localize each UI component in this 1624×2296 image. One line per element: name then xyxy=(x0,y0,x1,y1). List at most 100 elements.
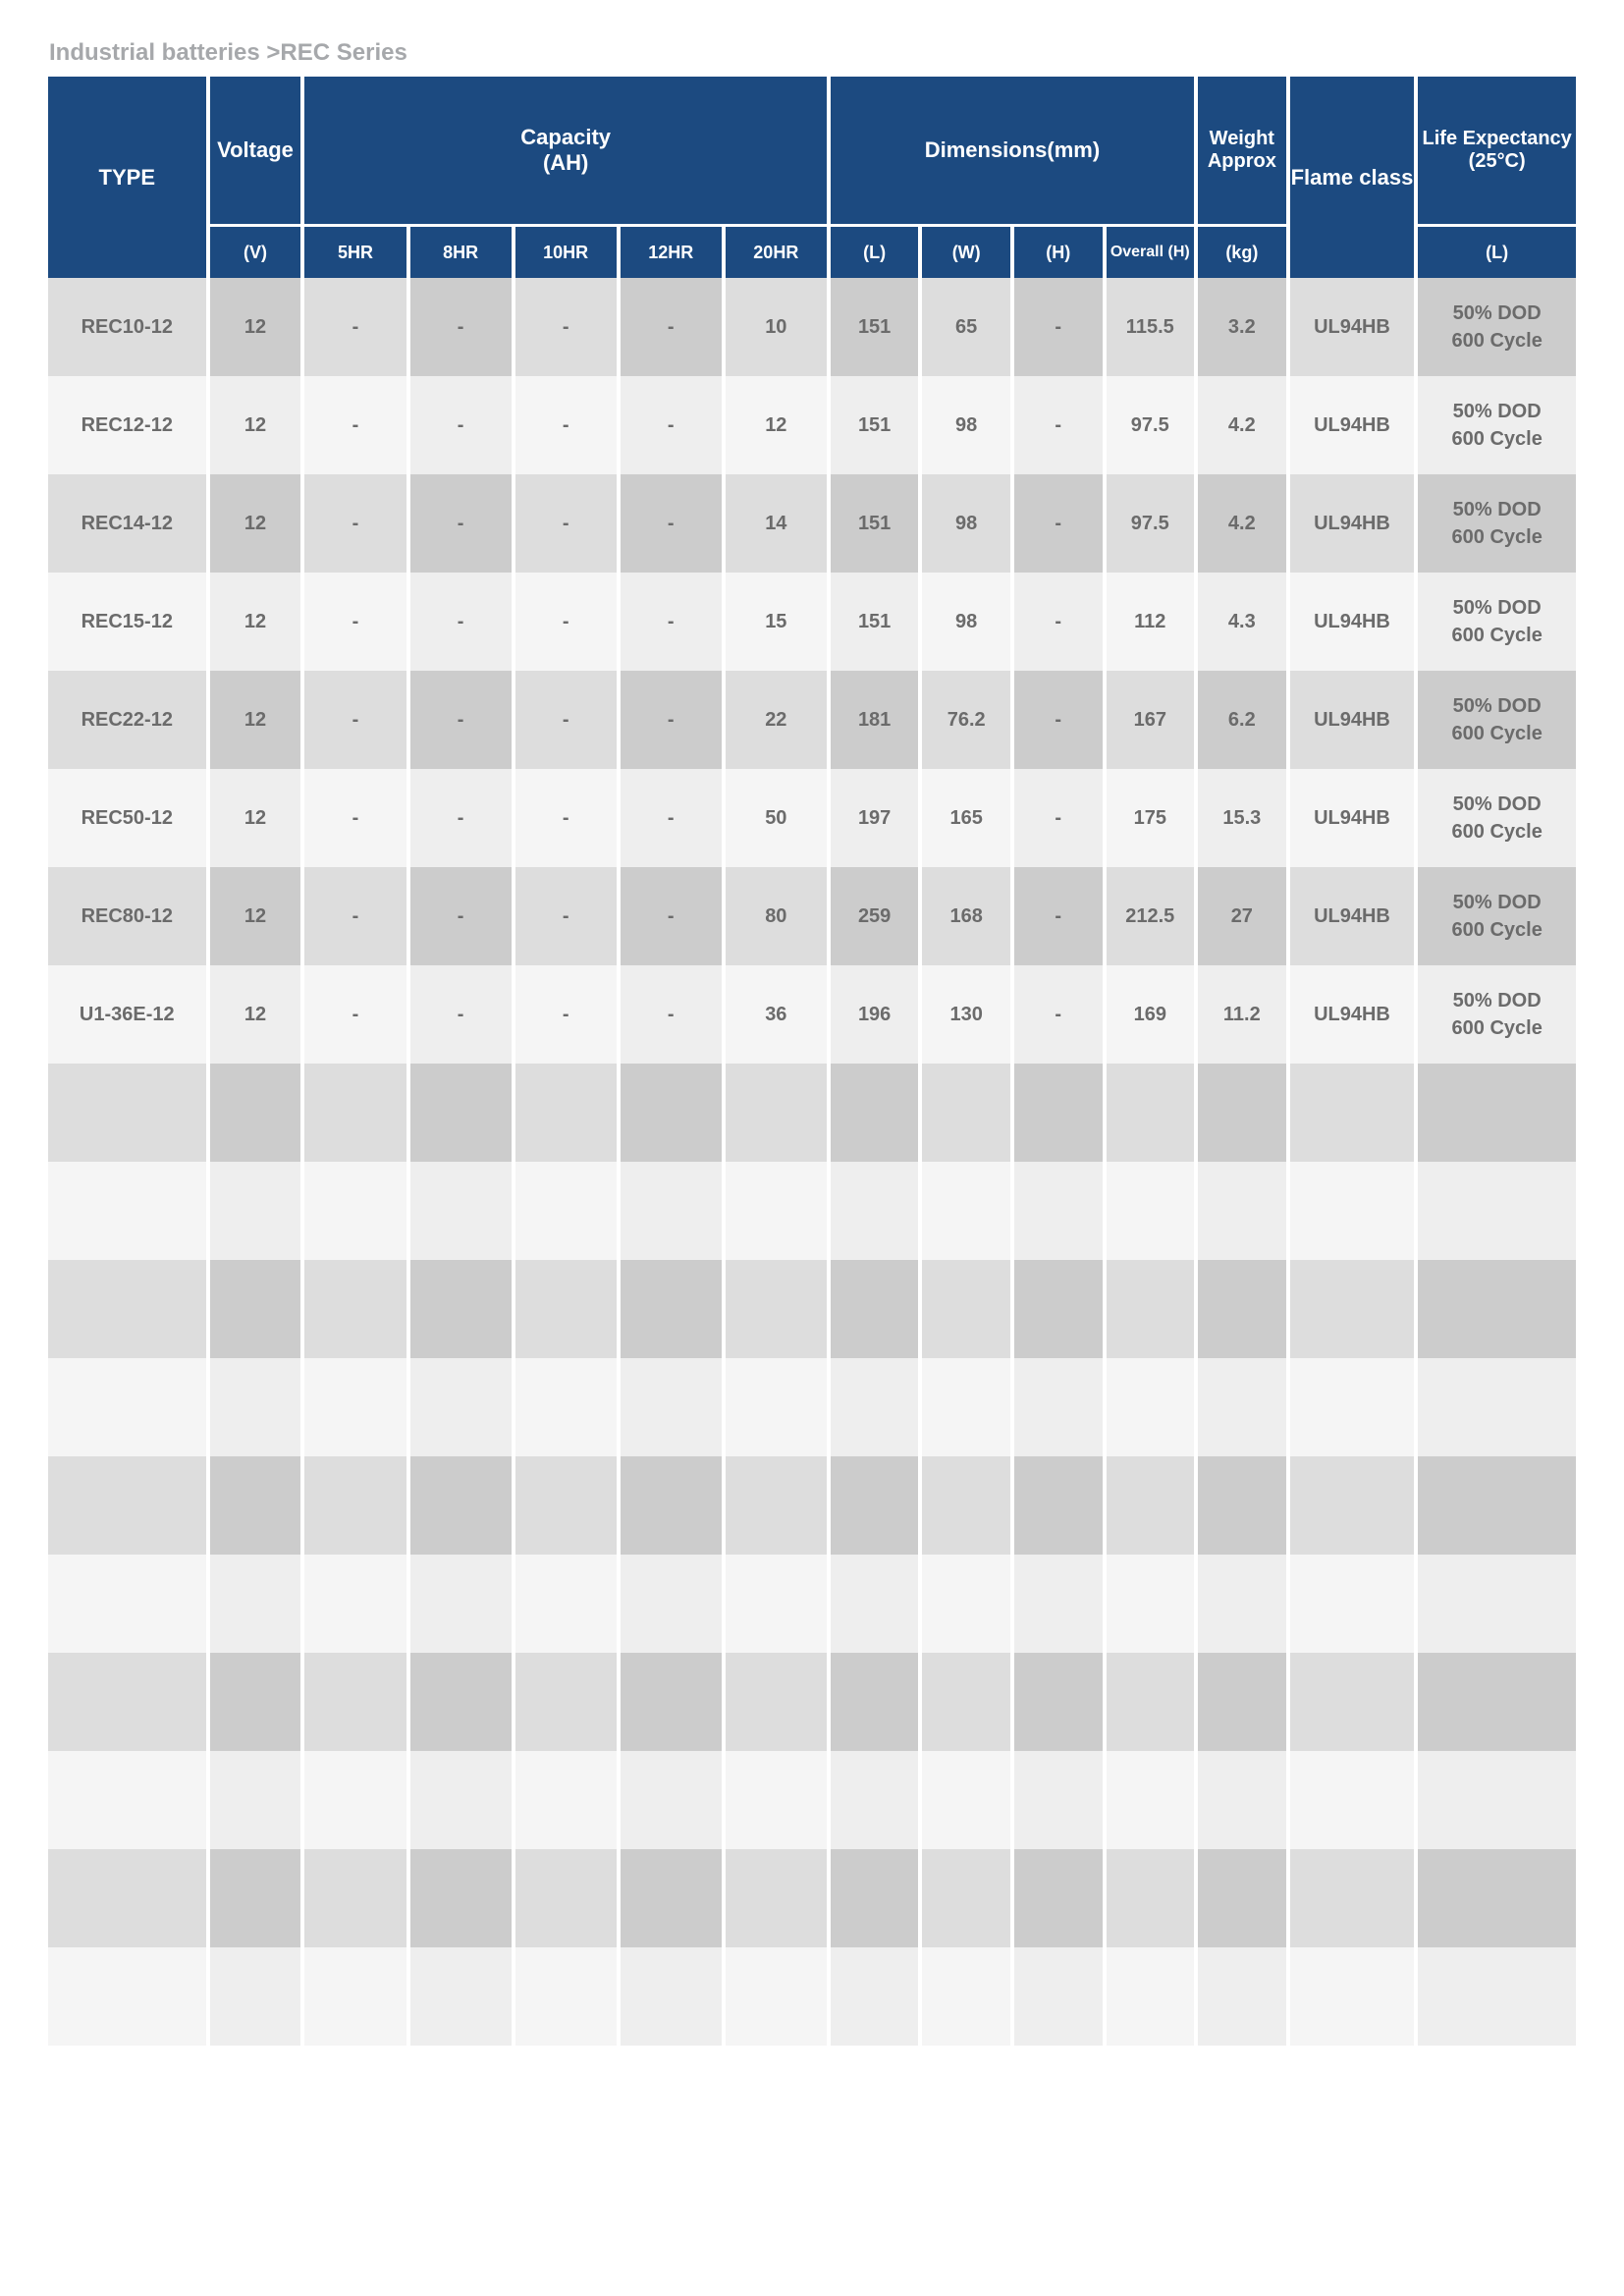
table-row xyxy=(48,1358,1576,1456)
table-cell xyxy=(621,1162,722,1260)
table-cell xyxy=(48,1947,206,2046)
table-cell xyxy=(726,1162,827,1260)
table-cell: - xyxy=(304,474,406,573)
table-cell: 12 xyxy=(210,769,301,867)
table-cell xyxy=(621,1064,722,1162)
table-cell: - xyxy=(410,867,512,965)
table-cell xyxy=(831,1751,919,1849)
table-cell xyxy=(210,1260,301,1358)
table-cell: - xyxy=(621,474,722,573)
table-cell xyxy=(210,1555,301,1653)
table-cell xyxy=(922,1555,1010,1653)
table-cell: 165 xyxy=(922,769,1010,867)
table-cell xyxy=(621,1456,722,1555)
table-cell xyxy=(1014,1064,1103,1162)
table-cell xyxy=(304,1555,406,1653)
table-row xyxy=(48,1162,1576,1260)
table-cell xyxy=(48,1849,206,1947)
table-cell xyxy=(726,1555,827,1653)
table-cell xyxy=(48,1358,206,1456)
table-cell xyxy=(922,1358,1010,1456)
table-cell: - xyxy=(410,671,512,769)
table-cell: 50% DOD 600 Cycle xyxy=(1418,671,1576,769)
table-cell xyxy=(1290,1260,1415,1358)
table-cell xyxy=(515,1947,617,2046)
table-cell xyxy=(1418,1064,1576,1162)
table-cell: 36 xyxy=(726,965,827,1064)
table-cell: 115.5 xyxy=(1107,278,1195,376)
table-cell: - xyxy=(1014,867,1103,965)
subheader-cap-5hr: 5HR xyxy=(304,224,406,278)
table-cell: 14 xyxy=(726,474,827,573)
table-cell: - xyxy=(515,769,617,867)
table-cell: 168 xyxy=(922,867,1010,965)
table-cell: - xyxy=(621,867,722,965)
table-cell xyxy=(1198,1751,1286,1849)
table-cell: 12 xyxy=(210,573,301,671)
table-cell: 12 xyxy=(210,965,301,1064)
table-cell xyxy=(1418,1849,1576,1947)
table-cell xyxy=(1198,1653,1286,1751)
table-cell xyxy=(922,1064,1010,1162)
header-dimensions: Dimensions(mm) xyxy=(831,77,1194,224)
header-weight: Weight Approx xyxy=(1198,77,1286,224)
table-cell: - xyxy=(410,376,512,474)
table-cell xyxy=(210,1653,301,1751)
subheader-dim-oh: Overall (H) xyxy=(1107,224,1195,278)
table-cell xyxy=(1014,1162,1103,1260)
subheader-cap-20hr: 20HR xyxy=(726,224,827,278)
table-cell xyxy=(831,1456,919,1555)
table-cell: 151 xyxy=(831,376,919,474)
table-cell xyxy=(1107,1849,1195,1947)
table-cell: 12 xyxy=(210,278,301,376)
table-cell: 97.5 xyxy=(1107,474,1195,573)
subheader-voltage-unit: (V) xyxy=(210,224,301,278)
table-cell xyxy=(515,1456,617,1555)
table-cell xyxy=(726,1456,827,1555)
table-cell xyxy=(1014,1947,1103,2046)
table-row: REC14-1212----1415198-97.54.2UL94HB50% D… xyxy=(48,474,1576,573)
table-cell: 151 xyxy=(831,278,919,376)
table-cell xyxy=(831,1653,919,1751)
battery-spec-table: TYPE Voltage Capacity (AH) Dimensions(mm… xyxy=(44,77,1580,2046)
table-cell: 181 xyxy=(831,671,919,769)
table-cell: 50% DOD 600 Cycle xyxy=(1418,769,1576,867)
subheader-cap-8hr: 8HR xyxy=(410,224,512,278)
table-cell: REC15-12 xyxy=(48,573,206,671)
table-cell xyxy=(210,1849,301,1947)
subheader-cap-10hr: 10HR xyxy=(515,224,617,278)
table-cell xyxy=(1014,1260,1103,1358)
table-cell: - xyxy=(1014,376,1103,474)
table-cell xyxy=(1107,1751,1195,1849)
table-cell xyxy=(48,1555,206,1653)
table-cell xyxy=(1290,1653,1415,1751)
header-type: TYPE xyxy=(48,77,206,278)
table-cell xyxy=(304,1162,406,1260)
table-row xyxy=(48,1849,1576,1947)
table-cell xyxy=(410,1653,512,1751)
table-body: REC10-1212----1015165-115.53.2UL94HB50% … xyxy=(48,278,1576,2046)
table-cell: 97.5 xyxy=(1107,376,1195,474)
table-cell xyxy=(1290,1358,1415,1456)
table-cell: 98 xyxy=(922,474,1010,573)
table-cell: 80 xyxy=(726,867,827,965)
table-cell: 98 xyxy=(922,573,1010,671)
table-cell xyxy=(726,1751,827,1849)
table-cell xyxy=(1198,1260,1286,1358)
table-cell: - xyxy=(515,671,617,769)
table-header: TYPE Voltage Capacity (AH) Dimensions(mm… xyxy=(48,77,1576,278)
table-cell xyxy=(304,1751,406,1849)
table-cell xyxy=(304,1947,406,2046)
table-cell: REC80-12 xyxy=(48,867,206,965)
table-cell xyxy=(1290,1456,1415,1555)
table-cell xyxy=(831,1260,919,1358)
subheader-dim-h: (H) xyxy=(1014,224,1103,278)
table-cell: UL94HB xyxy=(1290,474,1415,573)
table-cell xyxy=(1107,1653,1195,1751)
table-cell xyxy=(1014,1555,1103,1653)
table-cell xyxy=(1198,1064,1286,1162)
table-cell xyxy=(1418,1456,1576,1555)
table-cell xyxy=(1198,1358,1286,1456)
table-row xyxy=(48,1653,1576,1751)
table-cell xyxy=(410,1358,512,1456)
